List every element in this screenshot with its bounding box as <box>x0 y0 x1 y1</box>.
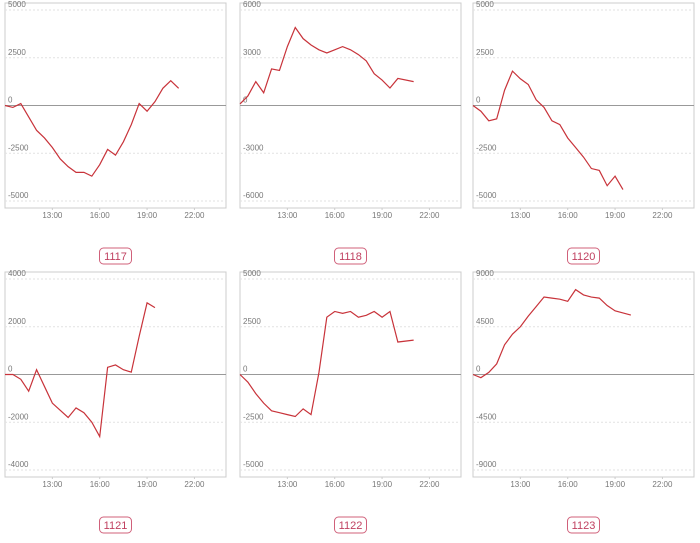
title-box <box>567 516 600 534</box>
y-tick-label: -2500 <box>8 143 29 152</box>
x-tick-label: 22:00 <box>184 480 205 489</box>
x-tick-label: 16:00 <box>90 480 111 489</box>
x-tick-label: 16:00 <box>558 480 579 489</box>
series-line <box>472 288 632 379</box>
y-tick-label: 2500 <box>243 317 261 326</box>
y-tick-label: -4000 <box>8 460 29 469</box>
x-tick-label: 19:00 <box>137 480 158 489</box>
y-tick-label: -2000 <box>8 412 29 421</box>
chart-panel: 5000 2500 0 -2500 -5000 13:00 16:00 19:00 22:00 1… <box>4 0 227 265</box>
y-tick-label: -5000 <box>243 460 264 469</box>
x-tick-label: 19:00 <box>372 211 393 220</box>
y-tick-label: 2500 <box>476 48 494 57</box>
y-tick-label: 4500 <box>476 317 494 326</box>
series-line <box>4 79 180 177</box>
y-tick-label: 2500 <box>8 48 26 57</box>
x-tick-label: 13:00 <box>42 480 63 489</box>
x-tick-label: 16:00 <box>325 211 346 220</box>
y-tick-label: 0 <box>476 365 481 374</box>
y-tick-label: 0 <box>476 96 481 105</box>
y-tick-label: -5000 <box>476 191 497 200</box>
y-tick-label: 0 <box>8 96 13 105</box>
y-tick-label: 6000 <box>243 0 261 9</box>
x-tick-label: 19:00 <box>137 211 158 220</box>
chart-title: 1121 <box>104 520 128 532</box>
y-tick-label: 4000 <box>8 269 26 278</box>
y-tick-label: 2000 <box>8 317 26 326</box>
x-tick-label: 16:00 <box>90 211 111 220</box>
y-tick-label: -9000 <box>476 460 497 469</box>
x-tick-label: 13:00 <box>510 480 531 489</box>
x-tick-label: 22:00 <box>419 211 440 220</box>
y-tick-label: 0 <box>8 365 13 374</box>
chart-panel: 5000 2500 0 -2500 -5000 13:00 16:00 19:00 22:00 1… <box>472 0 695 265</box>
series-line <box>472 70 624 190</box>
y-tick-label: 5000 <box>476 0 494 9</box>
chart-title: 1123 <box>572 520 596 532</box>
y-tick-label: -4500 <box>476 412 497 421</box>
chart-panel: 5000 2500 0 -2500 -5000 13:00 16:00 19:00 22:00 1… <box>239 269 462 534</box>
x-tick-label: 19:00 <box>605 211 626 220</box>
series-line <box>239 26 414 105</box>
y-tick-label: -2500 <box>476 143 497 152</box>
y-tick-label: 9000 <box>476 269 494 278</box>
chart-panel: 4000 2000 0 -2000 -4000 13:00 16:00 19:00 22:00 1… <box>4 269 227 534</box>
y-tick-label: -3000 <box>243 143 264 152</box>
y-tick-label: 0 <box>243 365 248 374</box>
chart-title: 1122 <box>339 520 363 532</box>
x-tick-label: 13:00 <box>510 211 531 220</box>
title-box <box>334 247 367 265</box>
series-line <box>5 301 156 439</box>
title-box <box>334 516 367 534</box>
y-tick-label: 0 <box>243 96 248 105</box>
y-tick-label: -2500 <box>243 412 264 421</box>
chart-title: 1117 <box>104 251 127 263</box>
title-box <box>99 516 132 534</box>
x-tick-label: 19:00 <box>605 480 626 489</box>
y-tick-label: 5000 <box>8 0 26 9</box>
y-tick-label: 3000 <box>243 48 261 57</box>
title-box <box>99 247 132 265</box>
title-box <box>567 247 600 265</box>
series-line <box>239 310 414 418</box>
chart-panel: 6000 3000 0 -3000 -6000 13:00 16:00 19:00 22:00 1… <box>239 0 462 265</box>
y-tick-label: -6000 <box>243 191 264 200</box>
x-tick-label: 13:00 <box>42 211 63 220</box>
x-tick-label: 22:00 <box>652 211 673 220</box>
y-tick-label: 5000 <box>243 269 261 278</box>
x-tick-label: 16:00 <box>325 480 346 489</box>
y-tick-label: -5000 <box>8 191 29 200</box>
x-tick-label: 22:00 <box>184 211 205 220</box>
x-tick-label: 22:00 <box>652 480 673 489</box>
x-tick-label: 13:00 <box>277 480 298 489</box>
chart-title: 1120 <box>572 251 596 263</box>
x-tick-label: 16:00 <box>558 211 579 220</box>
chart-panel: 9000 4500 0 -4500 -9000 13:00 16:00 19:00 22:00 1… <box>472 269 695 534</box>
x-tick-label: 13:00 <box>277 211 298 220</box>
x-tick-label: 22:00 <box>419 480 440 489</box>
x-tick-label: 19:00 <box>372 480 393 489</box>
chart-title: 1118 <box>339 251 362 263</box>
